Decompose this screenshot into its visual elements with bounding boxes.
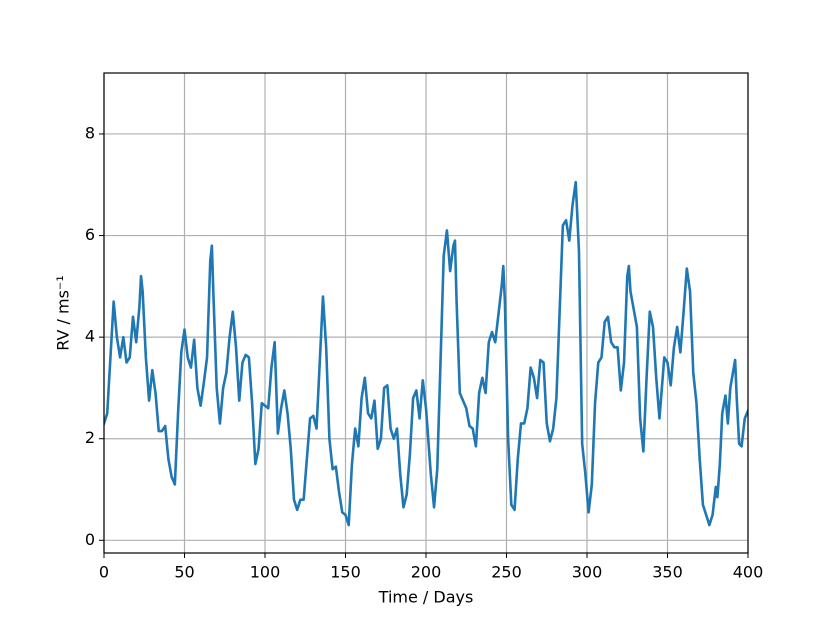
y-axis-label: RV / ms⁻¹ (54, 275, 73, 351)
x-tick-label: 400 (733, 563, 764, 582)
x-tick-label: 300 (572, 563, 603, 582)
x-tick-label: 250 (491, 563, 522, 582)
x-tick-label: 350 (652, 563, 683, 582)
x-tick-label: 50 (174, 563, 194, 582)
plot-area (104, 180, 748, 527)
x-axis-label: Time / Days (378, 588, 474, 607)
y-tick-label: 6 (85, 225, 95, 244)
ticks: 0 50 100 150 200 250 300 350 400 0 2 4 6 8 (85, 123, 763, 581)
grid (103, 73, 749, 553)
x-tick-label: 0 (99, 563, 109, 582)
data-line (104, 180, 748, 527)
y-tick-label: 0 (85, 530, 95, 549)
y-tick-label: 4 (85, 327, 95, 346)
x-tick-label: 150 (330, 563, 361, 582)
y-tick-label: 2 (85, 428, 95, 447)
x-tick-label: 100 (250, 563, 281, 582)
y-tick-label: 8 (85, 123, 95, 142)
x-tick-label: 200 (411, 563, 442, 582)
